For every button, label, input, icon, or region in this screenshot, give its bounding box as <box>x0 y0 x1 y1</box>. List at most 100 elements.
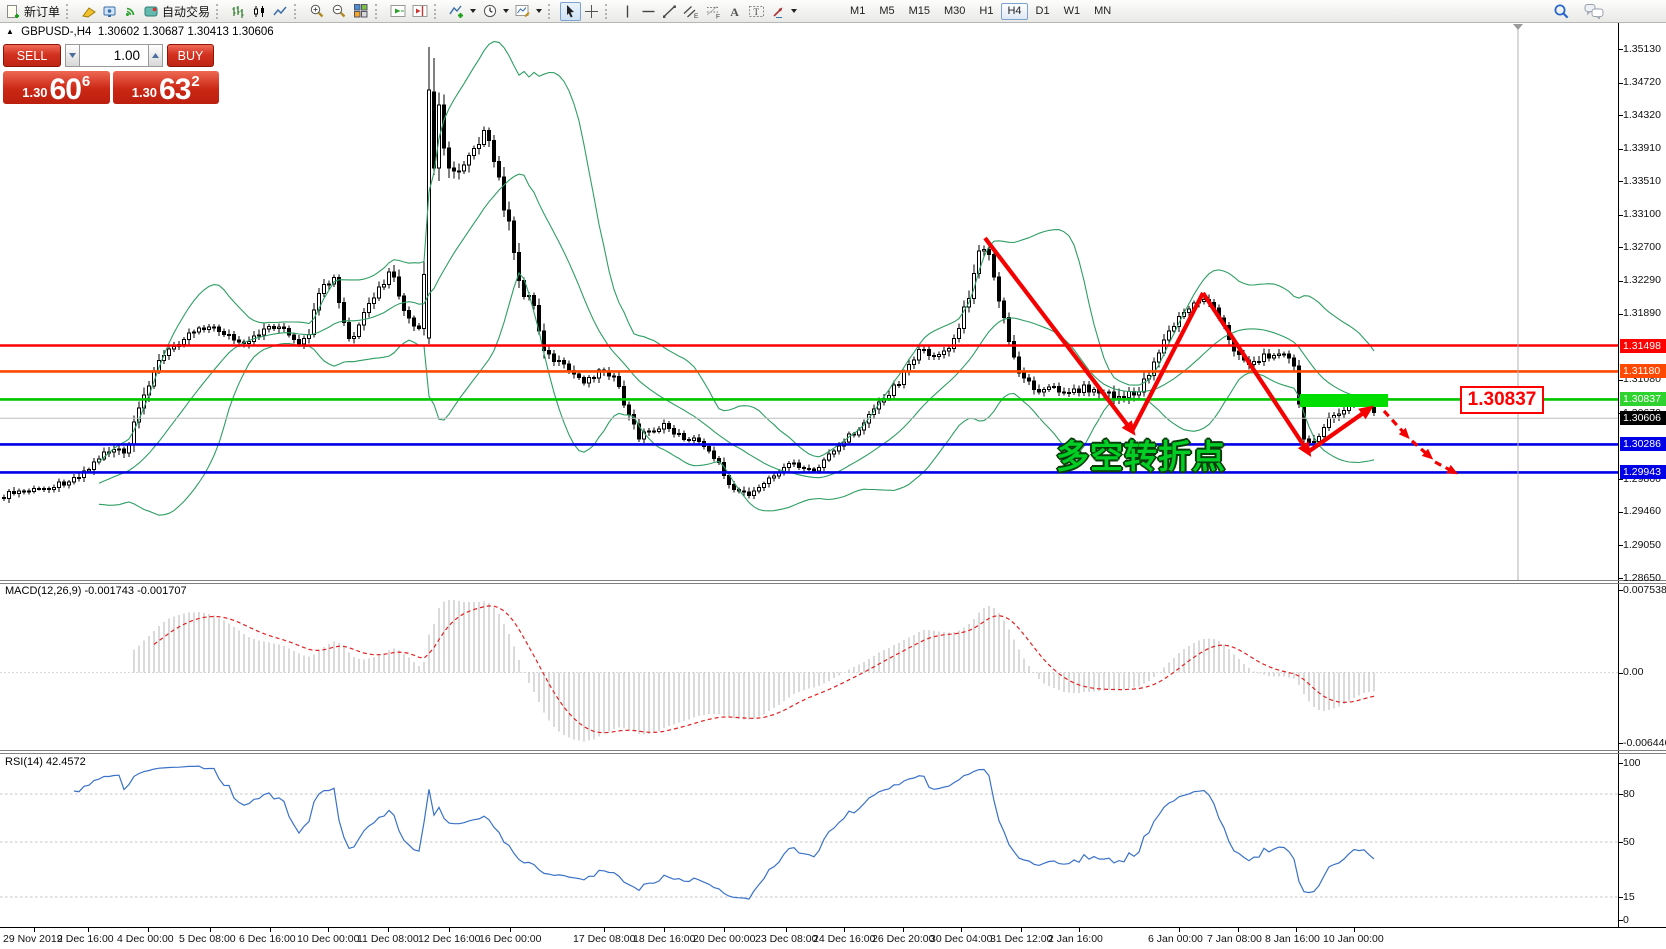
trendline-icon <box>663 5 676 18</box>
time-label: 4 Dec 00:00 <box>117 933 174 945</box>
clock-icon <box>483 4 497 18</box>
price-tick: 1.35130 <box>1623 42 1661 55</box>
timeframe-button-M15[interactable]: M15 <box>903 3 936 20</box>
price-badge: 1.29943 <box>1620 465 1666 480</box>
rsi-axis-tick: 0 <box>1623 913 1629 926</box>
sell-price-sup: 6 <box>81 73 91 90</box>
equidistant-channel-button[interactable]: E <box>680 2 702 21</box>
trendline-button[interactable] <box>659 2 680 21</box>
text-button[interactable]: A <box>724 2 745 21</box>
sell-button[interactable]: SELL <box>3 44 61 67</box>
zoom-in-button[interactable] <box>306 2 328 21</box>
price-tick: 1.32700 <box>1623 240 1661 253</box>
price-tick: 1.33910 <box>1623 142 1661 155</box>
rsi-axis-tick: 100 <box>1623 756 1641 769</box>
search-button[interactable] <box>1550 2 1573 21</box>
buy-button[interactable]: BUY <box>167 44 214 67</box>
bar-chart-icon <box>232 5 244 18</box>
auto-scroll-button[interactable] <box>387 2 409 21</box>
fibonacci-button[interactable]: F <box>702 2 724 21</box>
bar-chart-button[interactable] <box>228 2 249 21</box>
price-tick: 1.32290 <box>1623 274 1661 287</box>
deposit-icon <box>82 6 96 18</box>
price-badge: 1.30606 <box>1620 411 1666 426</box>
ohlc-values: 1.30602 1.30687 1.30413 1.30606 <box>97 26 274 38</box>
zoom-out-icon <box>332 4 346 18</box>
new-order-label: 新订单 <box>24 4 61 19</box>
deposit-button[interactable] <box>78 2 99 21</box>
dropdown-caret <box>536 9 543 13</box>
equidistant-channel-icon: E <box>683 5 699 19</box>
line-chart-button[interactable] <box>270 2 291 21</box>
chart-shift-button[interactable] <box>409 2 431 21</box>
time-label: 20 Dec 00:00 <box>693 933 756 945</box>
toolbar-grip <box>434 3 441 19</box>
chart-shift-icon <box>412 5 428 17</box>
cursor-button[interactable] <box>560 1 582 21</box>
crosshair-button[interactable] <box>581 2 602 21</box>
sell-price-big: 60 <box>49 73 82 106</box>
text-label-icon: T <box>749 5 765 17</box>
time-label: 24 Dec 16:00 <box>813 933 876 945</box>
timeframe-button-MN[interactable]: MN <box>1088 3 1117 20</box>
chat-button[interactable] <box>1581 2 1607 21</box>
autotrading-button[interactable]: 自动交易 <box>141 2 213 21</box>
buy-price-sup: 2 <box>191 73 200 90</box>
chat-icon <box>1584 4 1604 19</box>
toolbar-grip <box>66 3 73 19</box>
time-label: 10 Jan 00:00 <box>1323 933 1384 945</box>
rsi-axis-tick: 15 <box>1623 890 1635 903</box>
timeframe-button-M1[interactable]: M1 <box>844 3 871 20</box>
macd-label: MACD(12,26,9) -0.001743 -0.001707 <box>5 585 187 597</box>
macd-axis-tick: 0.007538 <box>1623 583 1666 596</box>
price-tick: 1.33100 <box>1623 208 1661 221</box>
new-order-button[interactable]: 新订单 <box>3 2 63 21</box>
timeframe-button-M30[interactable]: M30 <box>938 3 971 20</box>
price-level-annotation: 1.30837 <box>1460 386 1544 414</box>
timeframe-button-M5[interactable]: M5 <box>873 3 900 20</box>
tile-windows-icon <box>354 4 368 18</box>
collapse-panel-icon[interactable]: ▲ <box>6 27 14 36</box>
shapes-button[interactable] <box>768 2 800 21</box>
templates-icon <box>515 5 530 18</box>
toolbar-grip <box>375 3 382 19</box>
indicators-button[interactable] <box>446 2 479 21</box>
time-label: 2 Dec 16:00 <box>57 933 114 945</box>
toolbar-grip <box>548 3 555 19</box>
horizontal-line-button[interactable] <box>638 2 659 21</box>
svg-text:T: T <box>754 7 760 17</box>
timeframe-button-D1[interactable]: D1 <box>1030 3 1056 20</box>
price-badge: 1.31498 <box>1620 338 1666 353</box>
text-label-button[interactable]: T <box>745 2 768 21</box>
zoom-out-button[interactable] <box>328 2 350 21</box>
community-button[interactable] <box>99 2 120 21</box>
buy-price-display[interactable]: 1.30 63 2 <box>112 71 219 106</box>
spinner-up-icon <box>152 53 159 58</box>
sell-price-display[interactable]: 1.30 60 6 <box>3 71 110 106</box>
time-label: 31 Dec 12:00 <box>990 933 1053 945</box>
time-label: 7 Jan 08:00 <box>1207 933 1262 945</box>
volume-decrease-button[interactable] <box>65 44 80 67</box>
sell-price-prefix: 1.30 <box>22 85 48 100</box>
svg-text:E: E <box>694 13 699 19</box>
time-label: 6 Jan 00:00 <box>1148 933 1203 945</box>
time-label: 16 Dec 00:00 <box>479 933 542 945</box>
timeframe-button-H4[interactable]: H4 <box>1001 2 1028 20</box>
time-label: 10 Dec 00:00 <box>297 933 360 945</box>
tile-windows-button[interactable] <box>350 2 372 21</box>
new-order-icon <box>7 4 19 18</box>
volume-input[interactable] <box>80 44 148 67</box>
signals-button[interactable] <box>120 2 141 21</box>
toolbar-grip <box>294 3 301 19</box>
symbol-period-label: GBPUSD-,H4 <box>21 26 92 38</box>
candlestick-chart-button[interactable] <box>249 2 270 21</box>
timeframe-button-W1[interactable]: W1 <box>1058 3 1087 20</box>
timeframe-button-H1[interactable]: H1 <box>973 3 999 20</box>
volume-increase-button[interactable] <box>148 44 163 67</box>
buy-price-big: 63 <box>159 73 191 106</box>
vertical-line-button[interactable] <box>617 2 638 21</box>
price-tick: 1.31890 <box>1623 307 1661 319</box>
periods-button[interactable] <box>479 2 512 21</box>
templates-button[interactable] <box>512 2 545 21</box>
